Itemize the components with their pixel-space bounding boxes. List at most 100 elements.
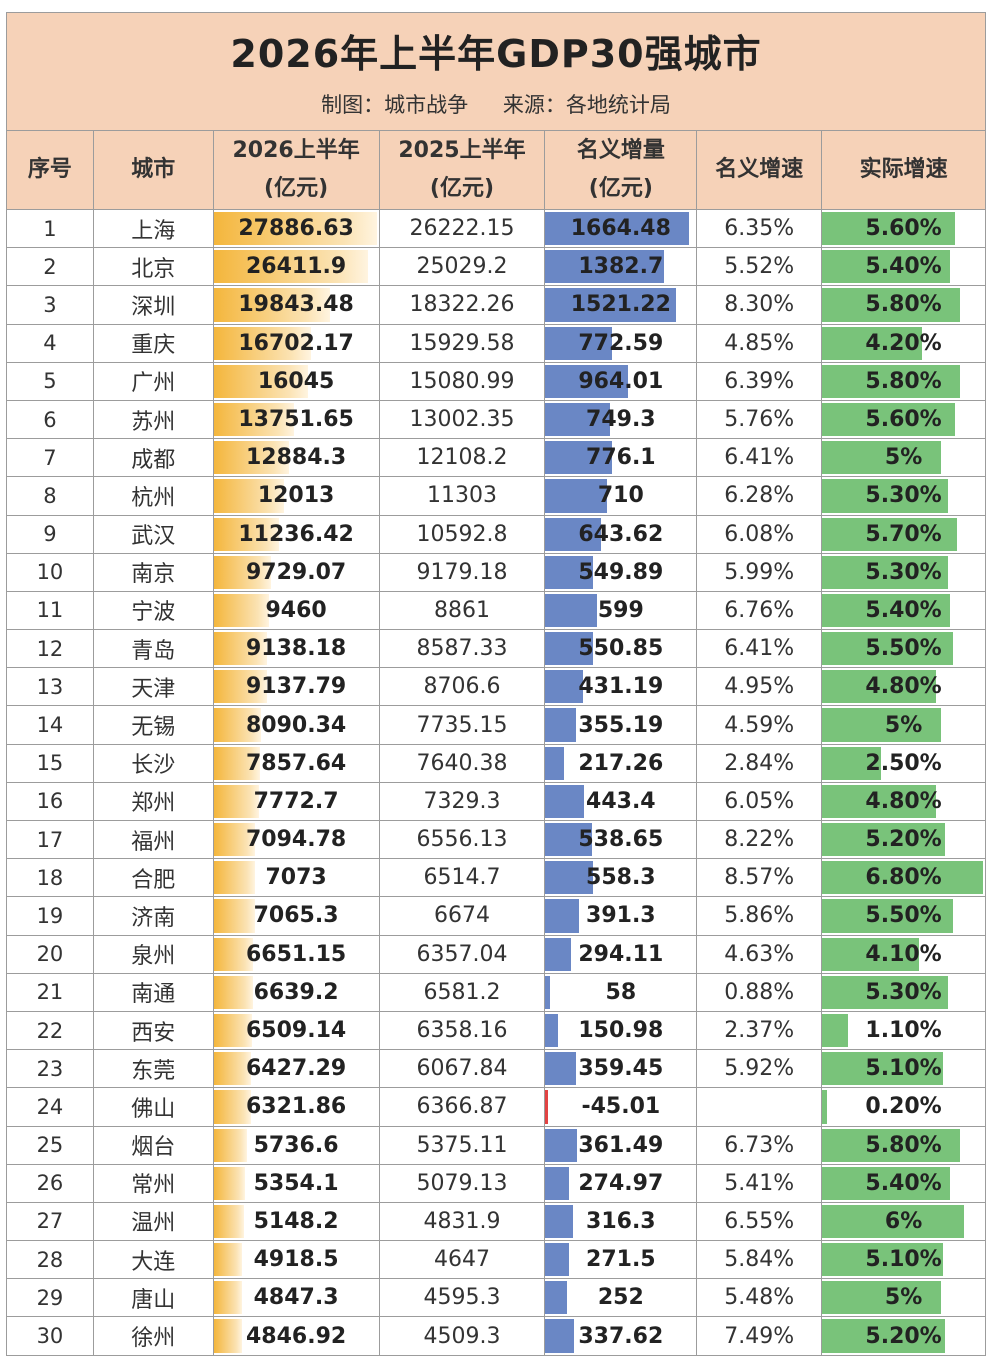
real-rate-bar xyxy=(822,364,960,398)
gdp2026-cell: 7094.78 xyxy=(212,819,380,860)
real-rate-cell-value: 1.10% xyxy=(865,1018,942,1044)
real-rate-cell-value: 5.40% xyxy=(865,597,942,623)
real-rate-bar xyxy=(822,861,984,895)
nominal-rate-cell: 6.35% xyxy=(696,208,823,249)
increment-cell-value: 58 xyxy=(605,979,637,1005)
table-row: 19 济南 7065.3 6674 391.3 5.86% 5.50% xyxy=(6,896,986,936)
increment-cell: 316.3 xyxy=(544,1201,698,1242)
increment-bar xyxy=(545,1090,548,1124)
gdp2025-cell-value: 5375.11 xyxy=(416,1132,508,1158)
gdp2025-cell-value: 6674 xyxy=(433,903,490,929)
gdp2026-bar xyxy=(213,250,369,284)
increment-bar xyxy=(545,1204,573,1239)
nominal-rate-cell: 8.22% xyxy=(696,819,823,860)
gdp-ranking-table: 序号 城市 2026上半年 (亿元) 2025上半年 (亿元) 名义增量 (亿元) 名… xyxy=(6,130,986,1356)
gdp2026-bar xyxy=(213,708,261,742)
real-rate-cell: 4.20% xyxy=(821,323,986,363)
city-cell-value: 苏州 xyxy=(131,409,176,435)
gdp2026-bar xyxy=(213,555,271,589)
increment-cell-value: 271.5 xyxy=(586,1247,656,1273)
gdp2025-cell: 4647 xyxy=(378,1240,546,1280)
gdp2026-cell-value: 16702.17 xyxy=(238,330,354,356)
gdp2026-cell: 6651.15 xyxy=(212,934,380,974)
nominal-rate-cell-value: 4.59% xyxy=(724,712,795,738)
increment-bar xyxy=(545,288,677,322)
gdp2026-cell: 4846.92 xyxy=(212,1316,380,1356)
real-rate-cell: 5.50% xyxy=(821,896,986,936)
header-increment-unit: (亿元) xyxy=(588,176,653,201)
real-rate-bar xyxy=(822,441,941,475)
gdp2026-cell-value: 5354.1 xyxy=(253,1170,339,1196)
seq-cell-value: 18 xyxy=(36,865,64,890)
nominal-rate-cell-value: 8.57% xyxy=(724,865,795,891)
nominal-rate-cell: 6.41% xyxy=(696,438,823,478)
seq-cell: 16 xyxy=(6,781,94,822)
increment-cell-value: 1382.7 xyxy=(578,254,664,280)
increment-cell: 599 xyxy=(544,590,698,631)
gdp2025-cell: 26222.15 xyxy=(378,208,546,249)
real-rate-cell: 4.80% xyxy=(821,781,986,822)
real-rate-cell: 6% xyxy=(821,1201,986,1242)
gdp2025-cell-value: 8706.6 xyxy=(423,674,501,700)
nominal-rate-cell: 7.49% xyxy=(696,1316,823,1356)
table-row: 6 苏州 13751.65 13002.35 749.3 5.76% 5.60% xyxy=(6,399,986,440)
seq-cell: 29 xyxy=(6,1278,94,1318)
gdp2025-cell-value: 6067.84 xyxy=(416,1056,508,1082)
table-row: 9 武汉 11236.42 10592.8 643.62 6.08% 5.70% xyxy=(6,514,986,554)
increment-cell-value: 643.62 xyxy=(578,521,664,547)
increment-cell-value: 776.1 xyxy=(586,445,656,471)
gdp2026-cell-value: 5148.2 xyxy=(253,1208,339,1234)
increment-cell-value: 599 xyxy=(597,597,644,623)
increment-cell: 710 xyxy=(544,476,698,516)
city-cell-value: 南京 xyxy=(131,562,176,588)
nominal-rate-cell-value: 5.86% xyxy=(724,903,795,929)
gdp2026-bar xyxy=(213,632,268,666)
city-cell: 成都 xyxy=(92,438,214,478)
city-cell-value: 烟台 xyxy=(131,1135,176,1161)
gdp2025-cell: 6581.2 xyxy=(378,972,546,1012)
nominal-rate-cell: 6.55% xyxy=(696,1201,823,1242)
gdp2026-cell: 11236.42 xyxy=(212,514,380,554)
increment-cell: 337.62 xyxy=(544,1316,698,1356)
gdp2026-cell-value: 26411.9 xyxy=(245,254,347,280)
gdp2025-cell: 7329.3 xyxy=(378,781,546,822)
seq-cell-value: 26 xyxy=(36,1171,64,1196)
increment-bar xyxy=(545,823,592,857)
increment-cell: 549.89 xyxy=(544,552,698,592)
increment-cell-value: 294.11 xyxy=(578,941,664,967)
increment-cell-value: 316.3 xyxy=(586,1208,656,1234)
header-real-rate: 实际增速 xyxy=(821,130,986,210)
table-row: 21 南通 6639.2 6581.2 58 0.88% 5.30% xyxy=(6,972,986,1012)
increment-cell: 964.01 xyxy=(544,361,698,401)
real-rate-cell-value: 5.60% xyxy=(865,216,942,242)
real-rate-cell: 5.20% xyxy=(821,1316,986,1356)
increment-cell-value: 150.98 xyxy=(578,1018,664,1044)
gdp2025-cell: 12108.2 xyxy=(378,438,546,478)
gdp2026-cell: 9138.18 xyxy=(212,629,380,669)
gdp2026-bar xyxy=(213,441,290,475)
gdp2026-cell: 6321.86 xyxy=(212,1087,380,1127)
nominal-rate-cell-value: 7.49% xyxy=(724,1323,795,1349)
seq-cell: 30 xyxy=(6,1316,94,1356)
real-rate-cell: 1.10% xyxy=(821,1010,986,1051)
seq-cell: 7 xyxy=(6,438,94,478)
real-rate-cell-value: 5% xyxy=(884,712,923,738)
seq-cell: 6 xyxy=(6,399,94,440)
city-cell: 泉州 xyxy=(92,934,214,974)
increment-cell-value: 359.45 xyxy=(578,1056,664,1082)
increment-cell: 558.3 xyxy=(544,858,698,898)
gdp2026-bar xyxy=(213,1243,243,1277)
gdp2026-cell: 9460 xyxy=(212,590,380,631)
nominal-rate-cell-value: 8.22% xyxy=(724,827,795,853)
real-rate-cell: 6.80% xyxy=(821,858,986,898)
nominal-rate-cell-value: 6.08% xyxy=(724,521,795,547)
real-rate-cell-value: 6.80% xyxy=(865,865,942,891)
nominal-rate-cell: 5.84% xyxy=(696,1240,823,1280)
table-row: 18 合肥 7073 6514.7 558.3 8.57% 6.80% xyxy=(6,858,986,898)
city-cell-value: 福州 xyxy=(131,829,176,855)
real-rate-cell: 5.10% xyxy=(821,1049,986,1089)
gdp2025-cell-value: 7329.3 xyxy=(423,788,501,814)
real-rate-cell-value: 5.30% xyxy=(865,483,942,509)
real-rate-bar xyxy=(822,899,953,933)
gdp2025-cell-value: 6366.87 xyxy=(416,1094,508,1120)
